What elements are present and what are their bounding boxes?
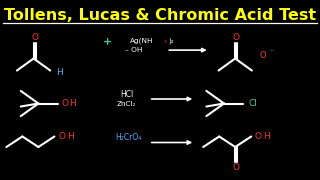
Text: HCl: HCl <box>120 90 133 99</box>
Text: H: H <box>263 132 270 141</box>
Text: ZnCl₂: ZnCl₂ <box>117 100 136 107</box>
Text: O: O <box>233 33 240 42</box>
Text: )₂: )₂ <box>168 37 174 44</box>
Text: H: H <box>67 132 74 141</box>
Text: ₃: ₃ <box>163 37 166 44</box>
Text: H: H <box>69 99 76 108</box>
Text: +: + <box>103 37 112 47</box>
Text: O: O <box>255 132 262 141</box>
Text: H: H <box>56 68 63 77</box>
Text: Tollens, Lucas & Chromic Acid Test: Tollens, Lucas & Chromic Acid Test <box>4 8 316 23</box>
Text: – OH: – OH <box>125 47 142 53</box>
Text: O: O <box>233 163 240 172</box>
Text: ⁻: ⁻ <box>269 47 273 56</box>
Text: Cl: Cl <box>248 99 257 108</box>
Text: H₂CrO₄: H₂CrO₄ <box>115 133 141 142</box>
Text: O: O <box>260 51 266 60</box>
Text: O: O <box>59 132 66 141</box>
Text: O: O <box>61 99 68 108</box>
Text: Ag(NH: Ag(NH <box>130 37 153 44</box>
Text: O: O <box>31 33 38 42</box>
